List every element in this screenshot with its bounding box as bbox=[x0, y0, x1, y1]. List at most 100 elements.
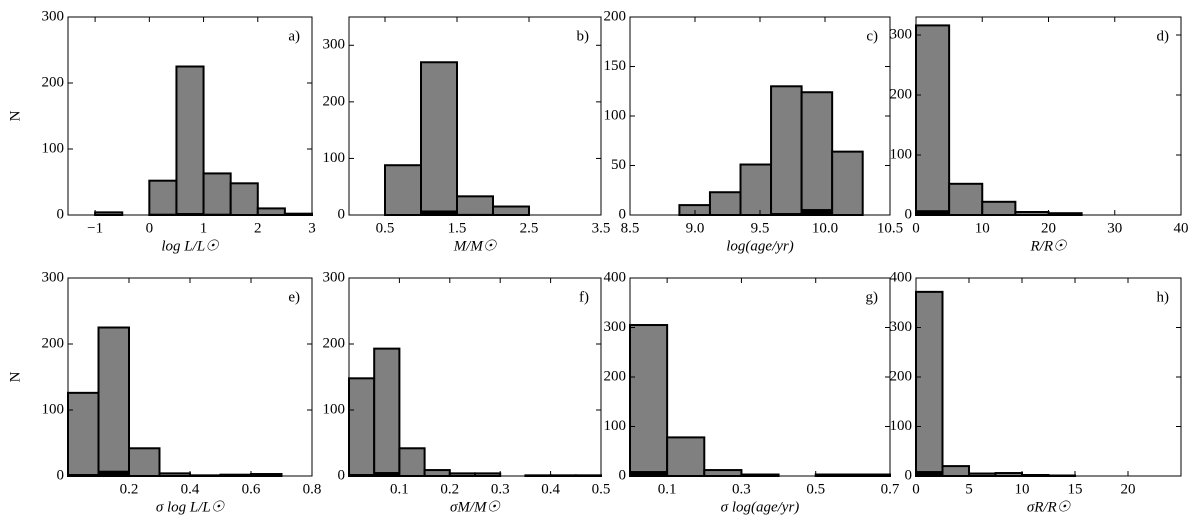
x-tick-label: 20 bbox=[1041, 220, 1056, 236]
bar bbox=[708, 191, 742, 216]
bar bbox=[256, 207, 286, 216]
y-tick-label: 300 bbox=[604, 319, 627, 335]
x-tick-label: 30 bbox=[1107, 220, 1122, 236]
x-tick-label: 5 bbox=[965, 481, 973, 497]
subset-bar bbox=[801, 209, 833, 215]
y-tick-label: 200 bbox=[42, 335, 65, 351]
bar bbox=[128, 447, 161, 477]
y-tick-label: 0 bbox=[905, 467, 913, 483]
y-tick-label: 300 bbox=[323, 269, 346, 285]
x-tick-label: 0 bbox=[146, 220, 154, 236]
y-tick-label: 200 bbox=[42, 74, 65, 90]
axes-frame bbox=[348, 16, 602, 216]
bar bbox=[915, 24, 951, 217]
subset-bar bbox=[68, 474, 99, 476]
axes-frame bbox=[67, 16, 313, 216]
y-tick-label: 300 bbox=[323, 37, 346, 53]
x-tick-label: 0.1 bbox=[390, 481, 409, 497]
bar bbox=[202, 172, 232, 216]
panel-label: g) bbox=[866, 289, 879, 305]
y-tick-label: 400 bbox=[890, 269, 913, 285]
subset-bar bbox=[421, 210, 457, 215]
bar bbox=[981, 200, 1017, 217]
x-tick-label: 8.5 bbox=[621, 220, 640, 236]
panel-label: b) bbox=[577, 28, 590, 44]
y-tick-label: 300 bbox=[890, 319, 913, 335]
subset-bar bbox=[349, 474, 375, 476]
y-tick-label: 200 bbox=[604, 368, 627, 384]
y-tick-label: 100 bbox=[604, 107, 627, 123]
bar bbox=[770, 85, 803, 216]
x-axis-label: M/M☉ bbox=[453, 238, 497, 254]
y-tick-label: 0 bbox=[905, 206, 913, 222]
bar bbox=[941, 465, 970, 478]
subset-bar bbox=[916, 210, 950, 215]
x-axis-label: σM/M☉ bbox=[450, 499, 501, 515]
y-tick-label: 100 bbox=[890, 146, 913, 162]
y-tick-label: 200 bbox=[890, 86, 913, 102]
bar bbox=[97, 326, 130, 477]
y-axis-label: N bbox=[7, 371, 23, 382]
bar bbox=[229, 182, 259, 217]
x-tick-label: 40 bbox=[1174, 220, 1189, 236]
x-axis-label: σR/R☉ bbox=[1027, 499, 1071, 515]
y-tick-label: 100 bbox=[604, 418, 627, 434]
x-tick-label: 2 bbox=[254, 220, 262, 236]
y-tick-label: 100 bbox=[323, 401, 346, 417]
y-tick-label: 100 bbox=[42, 401, 65, 417]
bar bbox=[703, 469, 743, 477]
subset-bar bbox=[203, 213, 231, 215]
panel-label: h) bbox=[1157, 289, 1170, 305]
y-tick-label: 100 bbox=[890, 418, 913, 434]
subset-bar bbox=[149, 213, 177, 215]
bar bbox=[800, 91, 834, 216]
y-tick-label: 50 bbox=[611, 157, 626, 173]
bar bbox=[373, 347, 401, 477]
panel-label: e) bbox=[288, 289, 300, 305]
y-tick-label: 150 bbox=[604, 58, 627, 74]
x-axis-label: log L/L☉ bbox=[161, 238, 219, 254]
bar bbox=[420, 61, 458, 216]
x-tick-label: 2.5 bbox=[520, 220, 539, 236]
x-tick-label: 0.2 bbox=[440, 481, 459, 497]
x-tick-label: 0.1 bbox=[658, 481, 677, 497]
y-tick-label: 300 bbox=[890, 26, 913, 42]
subset-bar bbox=[916, 471, 943, 476]
panel-label: d) bbox=[1157, 28, 1170, 44]
y-tick-label: 0 bbox=[619, 467, 627, 483]
panel-label: c) bbox=[866, 28, 878, 44]
y-tick-label: 0 bbox=[338, 206, 346, 222]
x-tick-label: 10 bbox=[1015, 481, 1030, 497]
y-tick-label: 200 bbox=[323, 93, 346, 109]
y-tick-label: 0 bbox=[338, 467, 346, 483]
x-tick-label: 10.5 bbox=[877, 220, 903, 236]
y-axis-label: N bbox=[7, 110, 23, 121]
axes-frame bbox=[348, 277, 602, 477]
y-tick-label: 0 bbox=[57, 206, 65, 222]
x-tick-label: 0.2 bbox=[120, 481, 139, 497]
x-tick-label: 3.5 bbox=[592, 220, 611, 236]
y-tick-label: 100 bbox=[42, 140, 65, 156]
x-tick-label: 3 bbox=[308, 220, 316, 236]
x-tick-label: 0.5 bbox=[376, 220, 395, 236]
y-tick-label: 300 bbox=[42, 269, 65, 285]
x-axis-label: σ log(age/yr) bbox=[721, 499, 800, 515]
y-tick-label: 200 bbox=[604, 8, 627, 24]
x-tick-label: 20 bbox=[1121, 481, 1136, 497]
subset-bar bbox=[374, 472, 400, 476]
x-tick-label: 0.5 bbox=[592, 481, 611, 497]
y-tick-label: 400 bbox=[604, 269, 627, 285]
x-tick-label: 0.3 bbox=[491, 481, 510, 497]
subset-bar bbox=[98, 470, 129, 476]
subset-bar bbox=[457, 213, 493, 215]
x-tick-label: 9.0 bbox=[686, 220, 705, 236]
x-axis-label: R/R☉ bbox=[1030, 238, 1067, 254]
panel-label: a) bbox=[288, 28, 300, 44]
x-axis-label: σ log L/L☉ bbox=[156, 499, 225, 515]
x-tick-label: 0.5 bbox=[806, 481, 825, 497]
x-tick-label: 10.0 bbox=[812, 220, 838, 236]
bar bbox=[948, 182, 984, 217]
subset-bar bbox=[176, 213, 204, 215]
x-tick-label: 0.3 bbox=[732, 481, 751, 497]
